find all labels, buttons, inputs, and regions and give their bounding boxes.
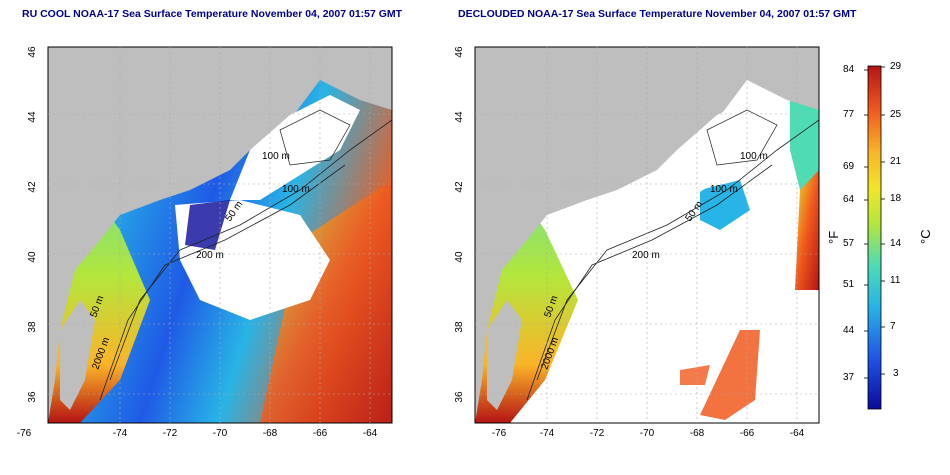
isobath-200m xyxy=(109,119,392,381)
x-tick-label: -72 xyxy=(163,428,178,439)
colorbar-c-tick: 18 xyxy=(890,193,902,204)
contour-label: 100 m xyxy=(710,184,738,195)
gulf-of-maine-cloud xyxy=(230,95,360,200)
sst-patch xyxy=(700,180,750,230)
colorbar-c-tick: 21 xyxy=(890,156,902,167)
x-tick-label: -64 xyxy=(790,428,805,439)
colorbar-c-tick: 25 xyxy=(890,109,902,120)
x-tick-label: -66 xyxy=(740,428,755,439)
gulf-stream-warm-water xyxy=(260,180,392,423)
colorbar-c-tick: 14 xyxy=(890,238,902,249)
colorbar-ticks xyxy=(864,66,885,379)
y-tick-label: 46 xyxy=(454,46,465,58)
fahrenheit-unit-label: °F xyxy=(826,230,841,244)
y-tick-label: 36 xyxy=(454,391,465,403)
isobath-100m xyxy=(706,109,778,166)
colorbar-c-tick: 7 xyxy=(890,321,896,332)
y-tick-label: 44 xyxy=(27,111,38,123)
x-tick-label: -74 xyxy=(113,428,128,439)
colorbar-f-tick: 44 xyxy=(843,325,855,336)
x-tick-label: -70 xyxy=(640,428,655,439)
x-tick-label: -64 xyxy=(363,428,378,439)
y-tick-label: 40 xyxy=(454,251,465,263)
gulf-stream-patch xyxy=(795,170,819,290)
delmarva-land xyxy=(60,300,95,410)
land-mass xyxy=(48,47,392,423)
x-tick-label: -68 xyxy=(263,428,278,439)
right-map-title: DECLOUDED NOAA-17 Sea Surface Temperatur… xyxy=(458,8,857,20)
y-tick-label: 36 xyxy=(27,391,38,403)
colorbar-c-tick: 3 xyxy=(893,368,899,379)
isobath-100m xyxy=(279,109,351,166)
y-tick-label: 38 xyxy=(454,321,465,333)
contour-label: 100 m xyxy=(740,151,768,162)
colorbar-f-tick: 57 xyxy=(843,238,855,249)
right-graticule xyxy=(475,47,819,423)
y-tick-label: 42 xyxy=(27,181,38,193)
contour-label: 100 m xyxy=(282,184,310,195)
y-tick-label: 42 xyxy=(454,181,465,193)
land-mass xyxy=(475,47,819,423)
y-tick-label: 40 xyxy=(27,251,38,263)
contour-label: 200 m xyxy=(196,250,224,261)
y-tick-label: 46 xyxy=(27,46,38,58)
colorbar-f-tick: 37 xyxy=(843,372,855,383)
warm-water-patch xyxy=(680,365,710,385)
x-tick-label: -76 xyxy=(17,428,32,439)
left-map-title: RU COOL NOAA-17 Sea Surface Temperature … xyxy=(22,8,403,20)
x-tick-label: -74 xyxy=(540,428,555,439)
isobath-2000m xyxy=(99,164,346,401)
colorbar-f-tick: 64 xyxy=(843,194,855,205)
isobath-2000m xyxy=(526,164,773,401)
celsius-unit-label: °C xyxy=(918,229,933,244)
warm-water-patch xyxy=(700,330,760,420)
x-tick-label: -68 xyxy=(690,428,705,439)
colorbar-c-tick: 11 xyxy=(890,275,901,286)
gulf-of-maine-cloud xyxy=(657,95,787,200)
contour-label: 100 m xyxy=(262,151,290,162)
y-tick-label: 38 xyxy=(27,321,38,333)
y-tick-label: 44 xyxy=(454,111,465,123)
colorbar xyxy=(867,65,882,410)
colorbar-f-tick: 69 xyxy=(843,161,855,172)
left-graticule xyxy=(48,47,392,423)
delmarva-land xyxy=(487,300,522,410)
x-tick-label: -76 xyxy=(492,428,507,439)
contour-label: 200 m xyxy=(632,250,660,261)
x-tick-label: -72 xyxy=(590,428,605,439)
x-tick-label: -66 xyxy=(313,428,328,439)
isobath-200m xyxy=(536,119,819,381)
colorbar-c-tick: 29 xyxy=(890,61,902,72)
x-tick-label: -70 xyxy=(213,428,228,439)
left-map xyxy=(48,47,392,423)
colorbar-f-tick: 77 xyxy=(843,109,855,120)
cold-water-patch xyxy=(185,200,230,250)
colorbar-f-tick: 84 xyxy=(843,64,855,75)
colorbar-f-tick: 51 xyxy=(843,279,855,290)
